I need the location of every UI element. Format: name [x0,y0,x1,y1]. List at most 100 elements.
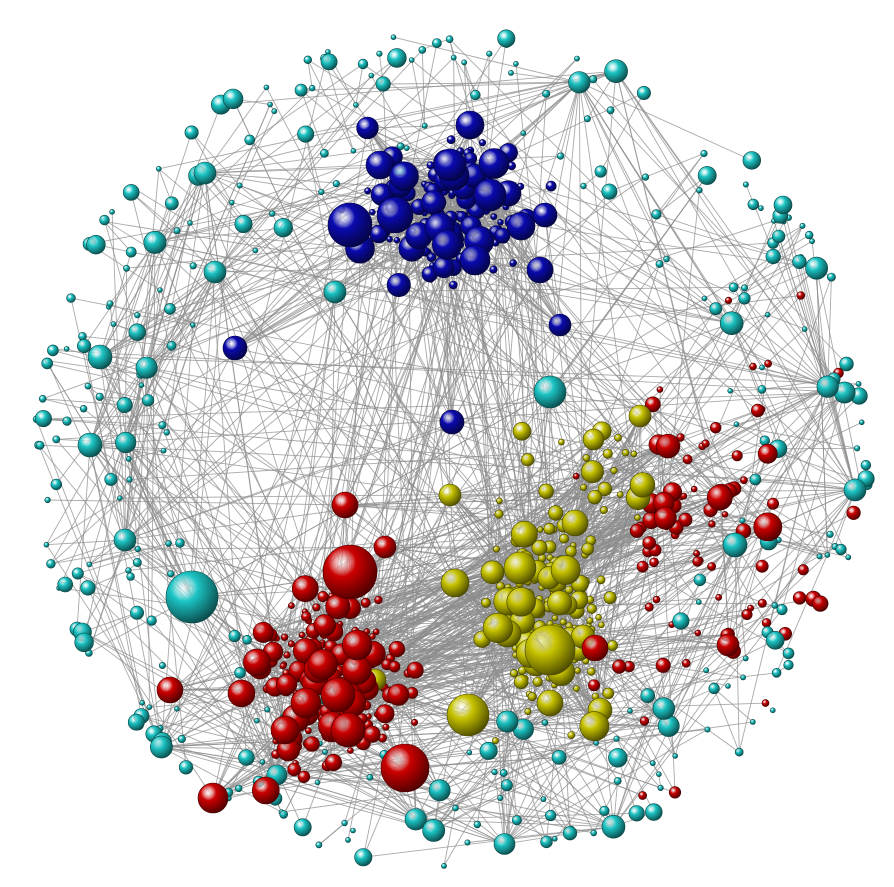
graph-node-cyan [428,779,451,802]
graph-edge [176,230,361,250]
graph-node-cyan [264,706,271,713]
graph-edge [668,544,736,727]
graph-node-cyan [128,323,146,341]
graph-node-red [692,556,703,567]
graph-node-cyan [341,819,348,827]
graph-node-cyan [126,572,135,581]
graph-node-red [761,618,772,628]
graph-node-cyan [594,165,607,178]
graph-node-red [766,497,779,510]
graph-node-cyan [189,262,197,270]
graph-node-cyan [113,528,137,552]
graph-node-blue [459,244,491,276]
graph-edge [109,303,138,316]
graph-node-red [676,433,685,442]
graph-edge [816,268,828,556]
graph-node-cyan [74,632,94,653]
graph-node-cyan [62,416,72,426]
graph-node-yellow [513,674,529,690]
graph-node-cyan [110,321,117,327]
graph-node-yellow [634,514,641,521]
graph-edge [731,323,828,556]
graph-node-red [290,687,322,719]
graph-node-cyan [641,173,650,181]
graph-edge [443,266,774,505]
graph-node-cyan [43,541,50,548]
graph-node-yellow [599,506,608,515]
graph-node-cyan [742,181,749,188]
graph-edge [344,43,438,506]
graph-edge [362,782,395,858]
graph-node-cyan [138,382,145,389]
graph-edge [504,541,770,845]
graph-node-yellow [587,667,596,676]
graph-node-cyan [466,749,473,756]
graph-node-yellow [630,450,638,458]
graph-node-cyan [655,260,664,268]
graph-node-cyan [135,356,158,379]
graph-node-red [681,658,691,668]
graph-node-red [709,422,722,434]
graph-edge [645,386,828,495]
graph-node-cyan [769,707,776,714]
graph-node-cyan [123,264,130,272]
graph-node-cyan [441,863,447,869]
graph-node-yellow [440,568,470,598]
graph-node-red [374,595,383,605]
graph-edge [171,271,216,347]
graph-node-cyan [693,573,707,587]
graph-edge [243,223,336,293]
graph-node-cyan [827,272,836,282]
graph-edge [83,242,156,347]
graph-node-cyan [396,142,405,151]
graph-node-yellow [548,505,564,521]
graph-node-cyan [50,478,62,491]
graph-node-cyan [805,256,829,280]
graph-node-blue [439,409,465,435]
graph-node-cyan [164,196,179,211]
graph-node-cyan [368,72,375,79]
graph-edge [176,708,505,845]
graph-node-cyan [41,357,54,370]
graph-node-red [301,611,312,622]
graph-edge [99,356,268,710]
graph-edge [449,453,634,496]
graph-node-cyan [816,375,839,398]
graph-node-blue [389,161,419,191]
graph-edge [558,757,595,834]
graph-edge [344,504,637,532]
graph-edge [47,362,142,386]
graph-node-cyan [816,553,823,560]
graph-node-cyan [366,774,374,781]
graph-edge [83,442,127,643]
graph-node-cyan [860,460,872,471]
graph-edge [393,36,580,83]
graph-node-cyan [158,421,167,430]
graph-edge [89,444,142,717]
graph-node-yellow [446,693,490,737]
graph-node-cyan [323,280,347,304]
graph-edge [204,145,401,174]
graph-node-cyan [174,705,180,712]
graph-node-red [652,595,661,604]
graph-node-cyan [164,303,176,315]
graph-node-red [761,699,770,707]
graph-node-cyan [580,182,587,190]
graph-node-red [252,621,274,643]
graph-edge [699,579,783,611]
graph-edge [578,82,743,521]
graph-edge [406,725,669,788]
graph-node-yellow [587,489,602,505]
graph-node-cyan [125,246,137,258]
graph-edge [50,548,138,565]
graph-node-red [706,484,733,511]
graph-edge [258,781,434,831]
graph-node-cyan [461,59,468,66]
graph-node-red [656,386,664,393]
graph-node-red [297,770,311,783]
graph-node-cyan [71,567,84,580]
graph-node-cyan [234,215,253,234]
graph-edge [344,504,651,514]
graph-node-cyan [540,835,553,849]
graph-node-cyan [696,187,703,194]
